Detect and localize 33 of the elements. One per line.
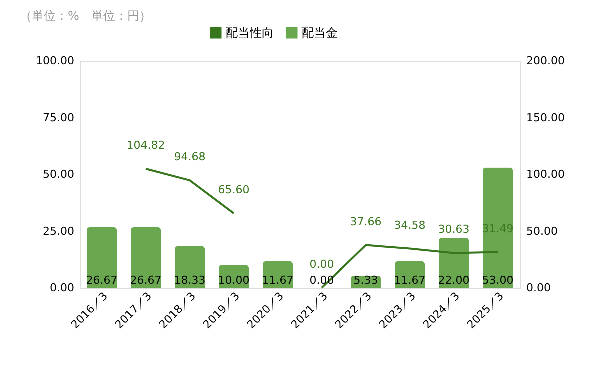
data-label: 22.00 bbox=[438, 274, 470, 287]
data-label: 104.82 bbox=[126, 139, 166, 152]
data-label: 34.58 bbox=[394, 218, 426, 232]
y-tick-label: 0.00 bbox=[50, 282, 74, 294]
y-tick-label: 50.00 bbox=[43, 168, 74, 181]
data-label: 26.67 bbox=[130, 274, 162, 287]
y2-tick-label: 150.00 bbox=[526, 111, 565, 124]
legend-label: 配当金 bbox=[302, 26, 338, 40]
data-label: 30.63 bbox=[438, 223, 470, 236]
data-label: 18.33 bbox=[174, 274, 206, 287]
bar bbox=[87, 227, 117, 288]
data-label: 26.67 bbox=[86, 274, 118, 287]
text: （単位：% 単位：円） bbox=[20, 9, 152, 23]
y2-tick-label: 100.00 bbox=[526, 168, 565, 181]
data-label: 5.33 bbox=[354, 274, 378, 287]
data-label: 0.00 bbox=[310, 258, 334, 271]
y-tick-label: 75.00 bbox=[43, 111, 74, 124]
data-label: 10.00 bbox=[218, 274, 250, 287]
y-tick-label: 100.00 bbox=[36, 54, 74, 68]
data-label: 53.00 bbox=[482, 274, 514, 287]
legend-label: 配当性向 bbox=[226, 26, 274, 40]
bar bbox=[131, 227, 161, 288]
data-label: 11.67 bbox=[262, 274, 294, 287]
y2-tick-label: 50.00 bbox=[526, 224, 558, 238]
data-label: 65.60 bbox=[218, 184, 250, 197]
data-label: 94.68 bbox=[174, 150, 206, 164]
y2-tick-label: 200.00 bbox=[526, 54, 565, 68]
y-tick-label: 25.00 bbox=[43, 224, 74, 238]
data-label: 11.67 bbox=[394, 274, 426, 287]
y2-tick-label: 0.00 bbox=[526, 282, 551, 294]
data-label: 37.66 bbox=[350, 215, 382, 228]
bar bbox=[175, 246, 205, 288]
bar bbox=[483, 168, 513, 288]
